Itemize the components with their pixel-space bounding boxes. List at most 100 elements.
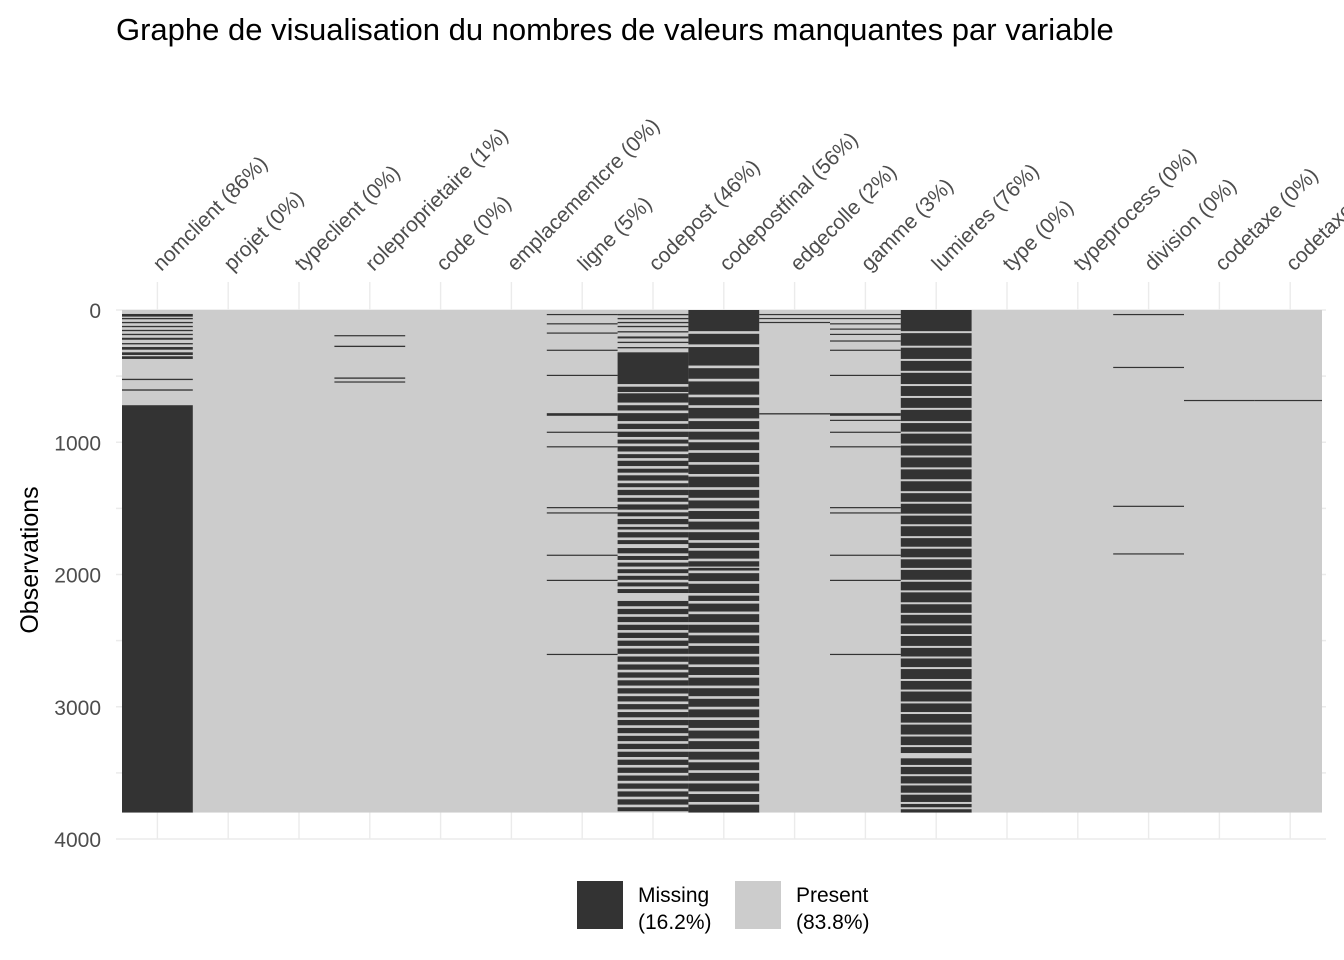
missing-cell — [900, 669, 973, 679]
missing-cell — [122, 329, 194, 332]
missing-cell — [900, 803, 973, 808]
missing-cell — [830, 446, 902, 448]
missing-cell — [830, 413, 902, 416]
missing-cell — [1113, 553, 1185, 555]
missing-cell — [688, 511, 760, 519]
missing-cell — [617, 446, 689, 452]
y-tick-label: 3000 — [54, 697, 101, 720]
missing-cell — [900, 310, 973, 332]
missing-cell — [830, 333, 902, 336]
missing-cell — [617, 540, 689, 545]
y-axis-ticks: 0 1000 2000 3000 4000 — [54, 300, 101, 852]
missing-cell — [617, 696, 689, 702]
missing-cell — [617, 600, 689, 607]
missing-cell — [830, 317, 902, 320]
missing-cell — [688, 500, 760, 509]
missing-cell — [617, 512, 689, 517]
missing-cell — [617, 589, 689, 594]
missing-cell — [617, 624, 689, 631]
missing-cell — [617, 352, 689, 385]
missing-cell — [900, 481, 973, 492]
missing-cell — [334, 377, 406, 379]
missing-cell — [617, 664, 689, 670]
missing-cell — [900, 647, 973, 657]
present-column — [192, 310, 265, 813]
missing-cell — [1184, 399, 1256, 402]
missing-cell — [900, 658, 973, 668]
missing-cell — [617, 569, 689, 574]
missing-cell — [900, 724, 973, 735]
missing-cell — [900, 445, 973, 456]
missing-cell — [900, 457, 973, 468]
missing-cell — [688, 595, 760, 601]
missing-cell — [900, 758, 973, 765]
present-column — [971, 310, 1043, 813]
missing-cell — [900, 347, 973, 359]
missing-cell — [900, 386, 973, 396]
missing-cell — [688, 573, 760, 582]
missing-cell — [617, 336, 689, 339]
missing-cell — [617, 743, 689, 750]
missing-cell — [617, 767, 689, 773]
missing-cell — [617, 460, 689, 467]
missing-cell — [900, 736, 973, 746]
missing-cell — [688, 794, 760, 802]
x-tick-label: roleproprietaire (1%) — [361, 124, 513, 276]
missing-cell — [617, 640, 689, 646]
missing-cell — [546, 446, 619, 448]
missing-cell — [688, 397, 760, 406]
missing-cell — [688, 310, 760, 332]
missing-cell — [759, 313, 831, 316]
present-column — [334, 310, 406, 813]
missing-cell — [617, 518, 689, 525]
missing-cell — [900, 747, 973, 754]
missing-cell — [688, 667, 760, 676]
missing-cell — [688, 645, 760, 654]
present-column — [405, 310, 477, 813]
missing-cell — [688, 333, 760, 345]
missing-cell — [900, 423, 973, 432]
missing-cell — [688, 421, 760, 430]
missing-cell — [617, 497, 689, 502]
missing-cell — [546, 313, 619, 316]
missing-cell — [830, 653, 902, 656]
missing-cell — [617, 735, 689, 742]
missing-cell — [900, 592, 973, 603]
missing-cell — [688, 452, 760, 463]
missing-cell — [688, 719, 760, 728]
missing-cell — [546, 323, 619, 325]
missing-cell — [900, 333, 973, 346]
missing-cell — [617, 680, 689, 686]
missing-cell — [122, 333, 194, 336]
y-axis-label: Observations — [16, 486, 44, 633]
missing-cell — [617, 475, 689, 481]
missing-cell — [900, 493, 973, 502]
missing-cell — [617, 532, 689, 538]
missing-cell — [688, 656, 760, 665]
missing-cell — [900, 515, 973, 525]
missing-cell — [759, 413, 831, 415]
missing-cell — [688, 561, 760, 567]
missing-cell — [617, 799, 689, 805]
missing-cell — [617, 321, 689, 324]
x-tick-label: codepostfinal (56%) — [715, 128, 863, 276]
legend-swatch-missing — [577, 881, 623, 929]
missing-cell — [900, 635, 973, 646]
missing-cell — [830, 340, 902, 342]
missing-cell — [617, 575, 689, 580]
missing-cell — [122, 347, 194, 350]
present-column — [1113, 310, 1185, 813]
missing-cell — [900, 372, 973, 385]
missing-cell — [617, 393, 689, 403]
missing-cell — [900, 614, 973, 624]
missing-cell — [617, 616, 689, 623]
present-column — [1042, 310, 1114, 813]
missing-cell — [617, 712, 689, 718]
y-tick-label: 1000 — [54, 432, 101, 455]
missing-cell — [617, 317, 689, 320]
missing-cell — [617, 489, 689, 496]
missing-cell — [546, 554, 619, 556]
missing-cell — [688, 550, 760, 559]
missing-cell — [688, 431, 760, 440]
